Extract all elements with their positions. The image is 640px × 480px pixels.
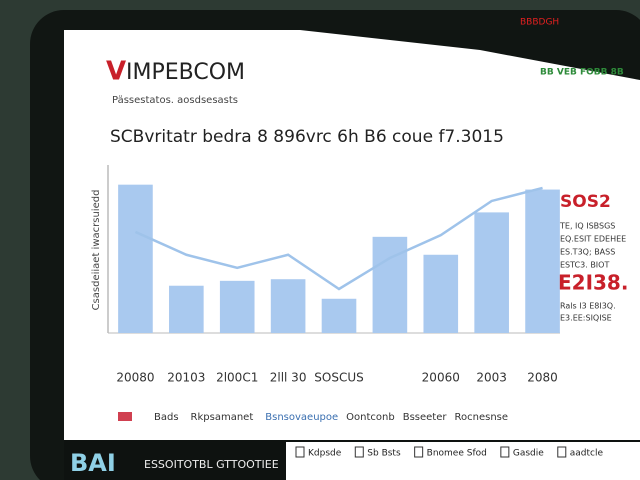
x-tick-label: 20103 [167,371,205,385]
footer-item: Gasdie [513,449,544,459]
footer-item: Kdpsde [308,449,342,459]
legend-label: Rocnesnse [455,412,509,423]
brand-initial: V [106,57,126,87]
bar [474,212,509,333]
status-text: BBBDGH [520,18,559,28]
x-tick-label: 2080 [527,371,558,385]
annotation-line: E3.EE:SIQISE [560,314,612,323]
legend-swatch [118,412,132,421]
bar [423,254,459,333]
trend-line [134,186,543,291]
y-axis-label: Csasdeiiaet iwacrsuiedd [91,190,102,311]
x-tick-label: 20060 [422,371,460,385]
annotation-figure: E2I38. [558,271,628,295]
x-tick-label: SOSCUS [314,371,363,385]
footer-label: ESSOITOTBL GTTOOTIEE [144,458,279,471]
bar [118,184,153,333]
footer-item: Bnomee Sfod [427,449,487,459]
bar [270,279,306,333]
bottom-panel [286,442,640,480]
footer-item: aadtcle [570,449,604,459]
footer-icon [557,446,567,458]
bar [525,189,560,333]
annotation-line: ESTC3. BIOT [560,261,609,270]
screen-glare [300,30,640,80]
status-text: BB VEB FOBB 8B [540,68,624,78]
legend-label: Bsnsovaeupoe [265,412,338,423]
annotation-line: EQ.ESIT EDEHEE [560,235,626,244]
x-tick-label: 2l00C1 [216,371,258,385]
legend-label: Bads [154,412,179,423]
annotation-line: Rals I3 E8I3Q. [560,302,616,311]
bar [169,285,204,333]
legend-label: Bsseeter [403,412,448,423]
bar [219,280,255,333]
x-tick-label: 2lll 30 [270,371,307,385]
footer-icon [500,446,510,458]
x-tick-label: 2003 [476,371,507,385]
subtitle: Pässestatos. aosdsesasts [112,95,238,106]
legend-label: Rkpsamanet [191,412,254,423]
footer-item: Sb Bsts [367,449,401,459]
footer-icon [295,446,305,458]
annotation-line: ES.T3Q; BASS [560,248,615,257]
footer-icon [354,446,364,458]
legend-label: Oontconb [346,412,395,423]
chart-title: SCBvritatr bedra 8 896vrc 6h B6 coue f7.… [110,127,504,147]
brand-name: IMPEBCOM [126,60,245,85]
bar [321,298,357,333]
footer-icon [414,446,424,458]
annotation-headline: SOS2 [560,192,611,212]
annotation-line: TE, IQ ISBSGS [559,222,615,231]
footer-logo: BAI [70,449,116,477]
x-tick-label: 20080 [116,371,154,385]
